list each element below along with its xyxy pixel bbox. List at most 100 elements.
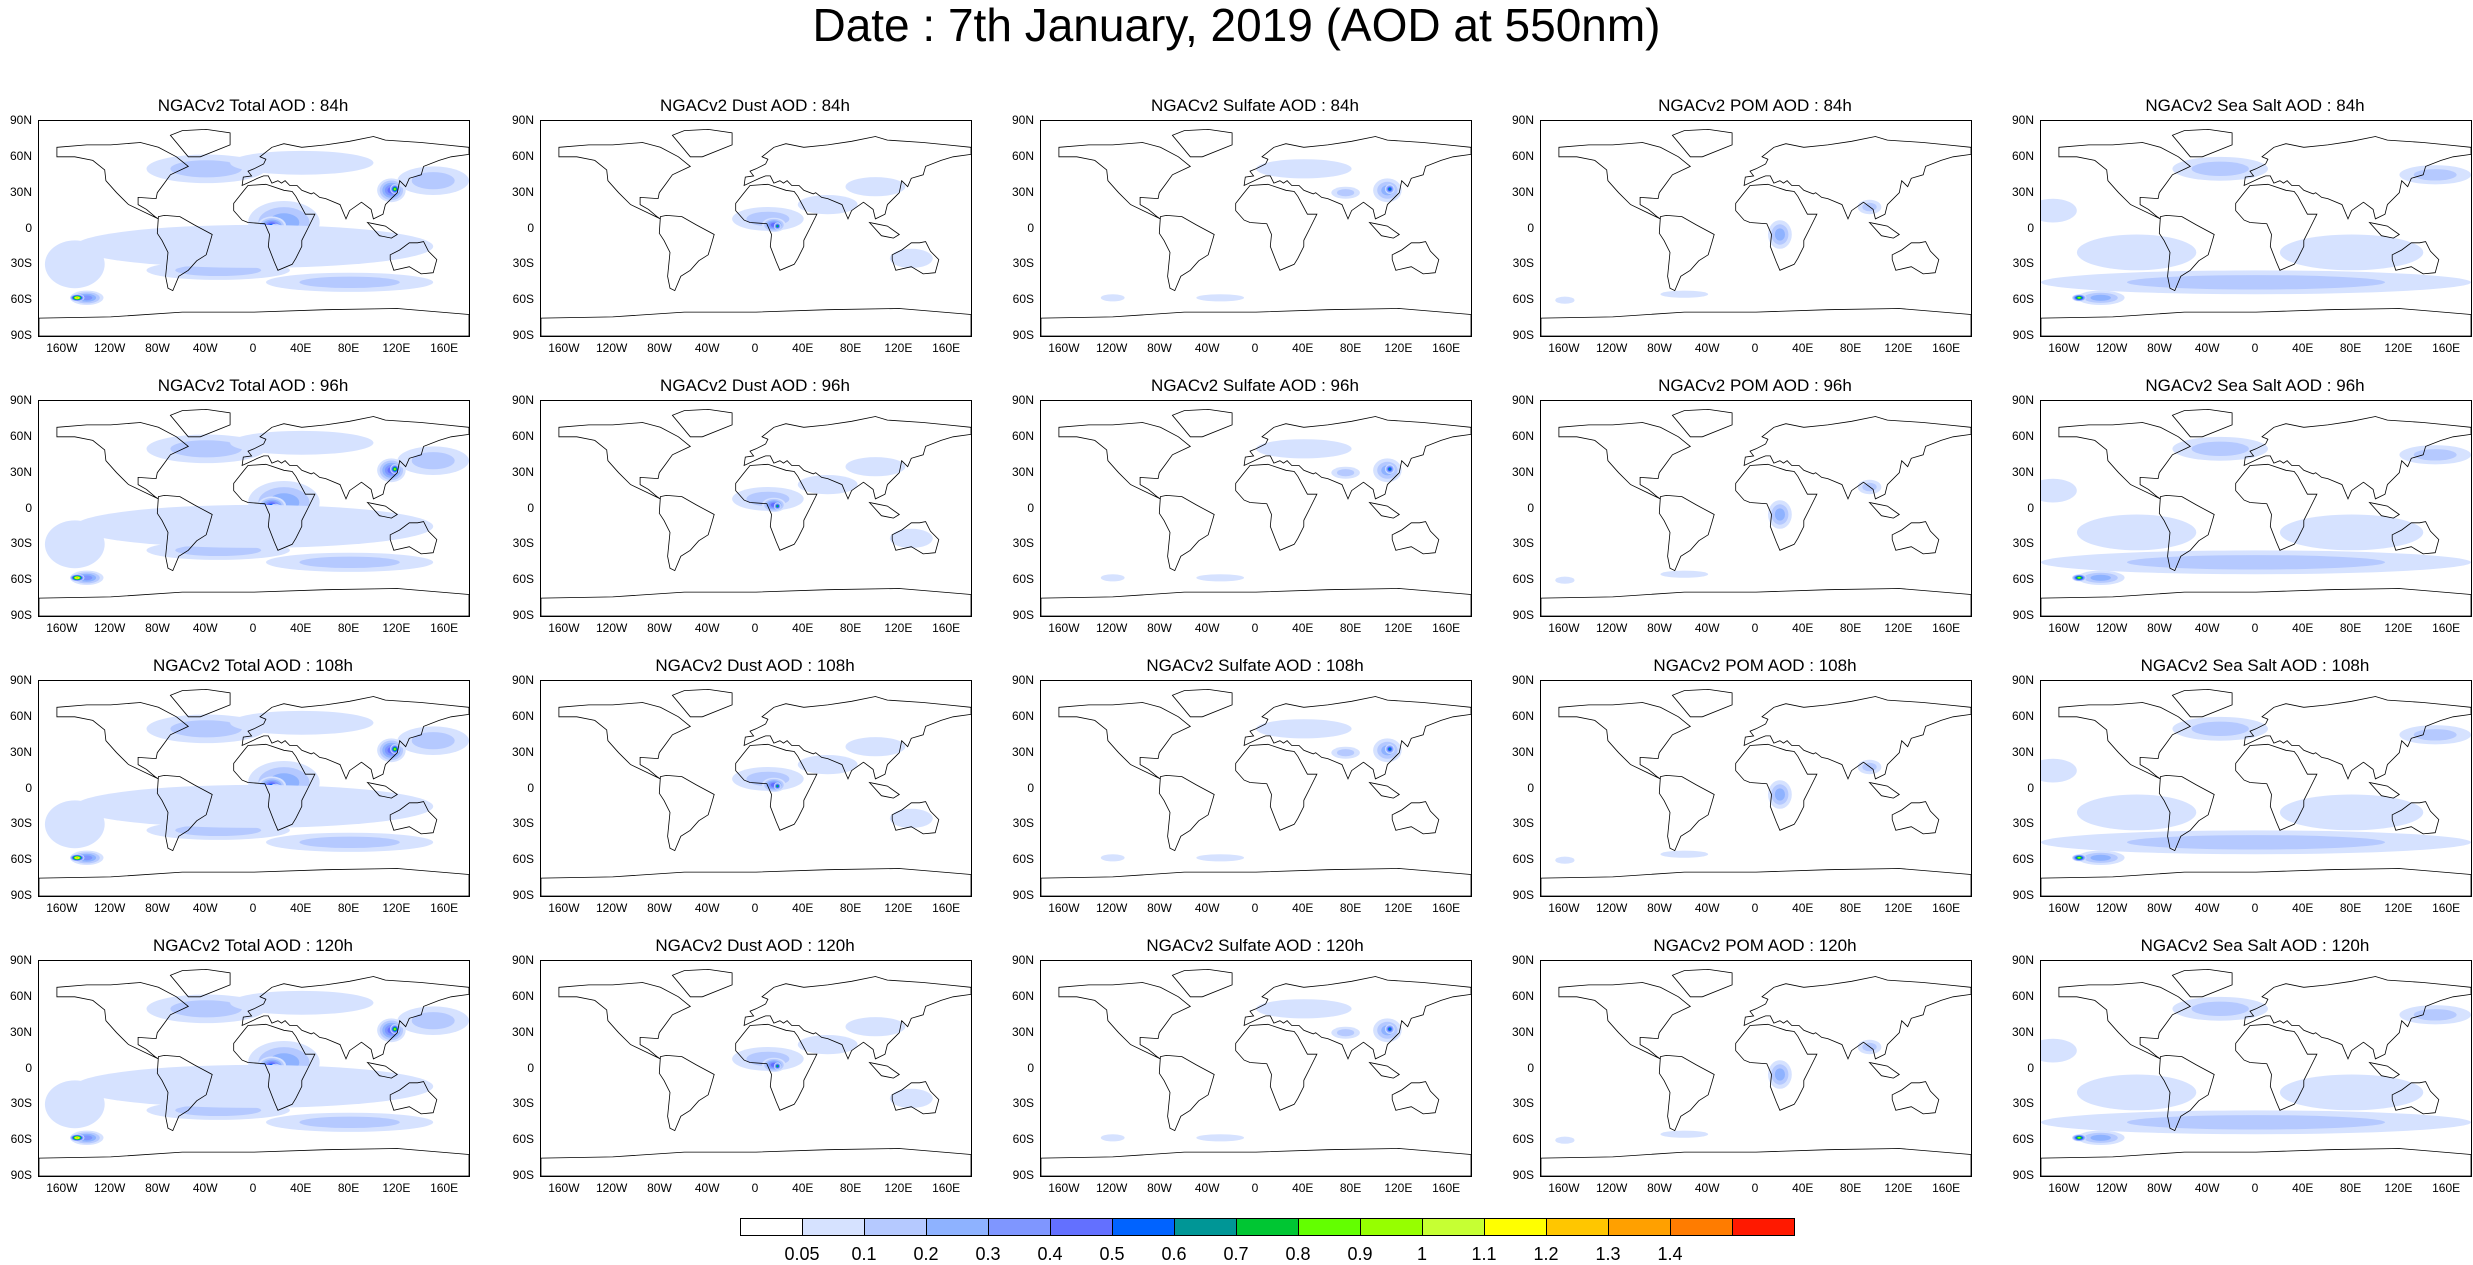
coastline <box>1041 1148 1471 1176</box>
colorbar-label: 0.1 <box>851 1244 877 1264</box>
lon-tick-label: 160W <box>46 341 78 355</box>
lon-tick-label: 120W <box>93 1181 126 1195</box>
coastline <box>2171 128 2233 158</box>
lat-tick-label: 90S <box>1012 888 1034 902</box>
lon-tick-label: 0 <box>1751 621 1759 635</box>
map-panel: NGACv2 Dust AOD : 108h 90N 60N 30N 0 30S 60S 90… <box>512 656 972 915</box>
lon-tick-label: 80W <box>1647 1181 1672 1195</box>
lon-tick-label: 40W <box>694 621 720 635</box>
coastline <box>2368 221 2401 239</box>
lat-tick-label: 30N <box>2011 1024 2034 1039</box>
aod-contour <box>1196 1134 1245 1142</box>
lat-tick-label: 60S <box>512 572 534 587</box>
panel-title: NGACv2 Dust AOD : 84h <box>660 96 850 115</box>
map-panel: NGACv2 Sulfate AOD : 120h 90N 60N 30N 0 30S 60… <box>1012 936 1472 1195</box>
coastline <box>2235 1023 2318 1111</box>
aod-map <box>1541 408 1971 616</box>
lat-tick-label: 60N <box>1011 988 1034 1003</box>
lat-tick-label: 30S <box>2012 256 2034 271</box>
lat-tick-label: 60N <box>511 988 534 1003</box>
lat-tick-label: 30N <box>9 184 32 199</box>
lon-tick-label: 80E <box>1839 621 1862 635</box>
coastline <box>1541 868 1971 896</box>
map-panel: NGACv2 POM AOD : 120h 90N 60N 30N 0 30S 60S 90S… <box>1512 936 1972 1195</box>
map-panel: NGACv2 POM AOD : 108h 90N 60N 30N 0 30S 60S 90S… <box>1512 656 1972 915</box>
coastline <box>2243 416 2471 500</box>
lat-tick-label: 30N <box>2011 744 2034 759</box>
lat-tick-label: 60N <box>2011 428 2034 443</box>
lon-tick-label: 80W <box>647 901 672 915</box>
lon-tick-label: 40W <box>1694 341 1720 355</box>
lon-tick-label: 40W <box>2194 1181 2220 1195</box>
colorbar-swatch <box>1236 1218 1299 1236</box>
coastline <box>1868 1061 1901 1079</box>
coastline <box>1243 416 1471 500</box>
aod-contour <box>2076 514 2197 551</box>
map-plot <box>38 960 470 1177</box>
lon-tick-label: 80E <box>1339 341 1362 355</box>
lat-tick-label: 0 <box>1527 780 1534 795</box>
coastline <box>1235 463 1318 551</box>
lon-tick-label: 0 <box>1751 1181 1759 1195</box>
lon-tick-label: 160W <box>1548 901 1580 915</box>
lon-tick-label: 40E <box>792 341 814 355</box>
lon-tick-label: 120E <box>884 901 913 915</box>
lon-tick-label: 120W <box>2095 621 2128 635</box>
aod-contour <box>1256 439 1352 459</box>
lat-tick-label: 0 <box>527 500 534 515</box>
lon-tick-label: 40E <box>290 1181 312 1195</box>
aod-map <box>2041 688 2471 896</box>
colorbar-label: 0.05 <box>784 1244 820 1264</box>
coastline <box>366 1061 399 1079</box>
aod-contour <box>1337 749 1355 757</box>
lat-tick-label: 60S <box>1012 852 1034 867</box>
aod-contour <box>1337 189 1355 197</box>
coastline <box>1235 183 1318 271</box>
aod-map <box>1541 688 1971 896</box>
colorbar-label: 1.3 <box>1595 1244 1621 1264</box>
lon-tick-label: 40W <box>2194 901 2220 915</box>
coastline <box>743 696 971 780</box>
aod-contour <box>230 990 374 1015</box>
aod-contour <box>1196 574 1245 582</box>
coastline <box>2235 743 2318 831</box>
colorbar-label: 1.4 <box>1657 1244 1683 1264</box>
panel-title: NGACv2 Total AOD : 84h <box>157 96 349 115</box>
lon-tick-label: 40E <box>1792 1181 1814 1195</box>
lat-tick-label: 60S <box>512 292 534 307</box>
map-plot <box>1040 400 1472 617</box>
aod-contour <box>2127 835 2385 850</box>
aod-contour <box>845 737 906 757</box>
lon-tick-label: 40W <box>1194 901 1220 915</box>
aod-contour <box>845 457 906 477</box>
panel-title: NGACv2 POM AOD : 96h <box>1658 376 1852 395</box>
lon-tick-label: 160E <box>932 621 961 635</box>
lon-tick-label: 40E <box>290 621 312 635</box>
map-panel: NGACv2 Total AOD : 108h 90N 60N 30N 0 30S 60S 9… <box>10 656 470 915</box>
coastline <box>56 702 190 780</box>
lat-tick-label: 60N <box>9 708 32 723</box>
map-panel: NGACv2 Sulfate AOD : 108h 90N 60N 30N 0 30S 60… <box>1012 656 1472 915</box>
aod-contour <box>2041 198 2077 223</box>
lon-tick-label: 120E <box>2384 341 2413 355</box>
lon-tick-label: 160W <box>46 901 78 915</box>
lon-tick-label: 120E <box>1884 621 1913 635</box>
lat-tick-label: 30S <box>1512 536 1534 551</box>
coastline <box>558 702 692 780</box>
panel-title: NGACv2 Total AOD : 120h <box>152 936 353 955</box>
aod-contour <box>1555 856 1575 864</box>
lat-tick-label: 60N <box>2011 988 2034 1003</box>
aod-contour <box>230 710 374 735</box>
coastline <box>1558 142 1692 220</box>
lat-tick-label: 90S <box>2012 1168 2034 1182</box>
aod-map <box>1041 128 1471 336</box>
lat-tick-label: 90N <box>1011 953 1034 967</box>
aod-contour <box>2279 234 2424 271</box>
lon-tick-label: 80E <box>839 1181 862 1195</box>
lat-tick-label: 90S <box>1512 888 1534 902</box>
coastline <box>1743 696 1971 780</box>
lat-tick-label: 30N <box>2011 184 2034 199</box>
aod-contour <box>2413 1009 2457 1021</box>
lon-tick-label: 0 <box>1251 901 1259 915</box>
coastline <box>241 416 469 500</box>
